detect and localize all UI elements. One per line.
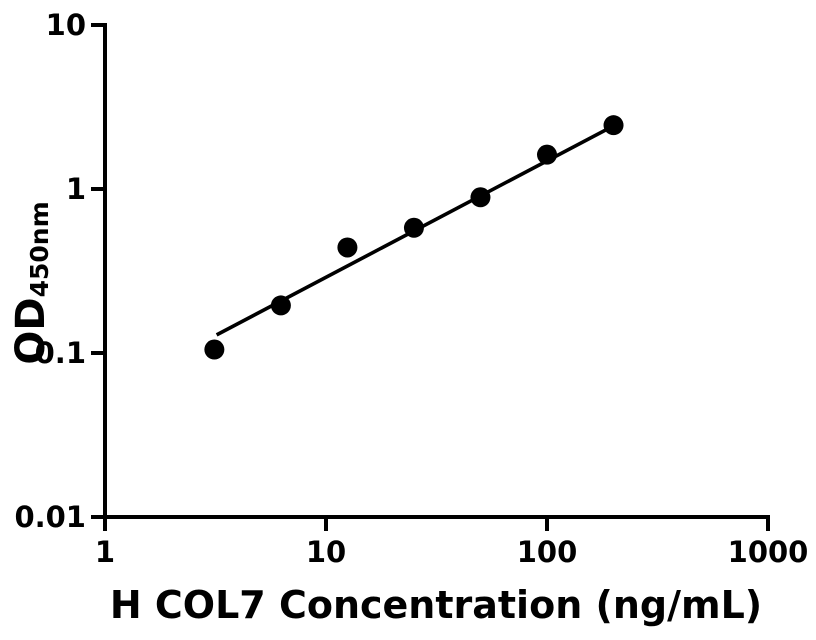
x-tick-label: 10	[306, 535, 346, 569]
y-tick-label: 0.01	[14, 500, 86, 534]
y-tick-label: 10	[46, 8, 86, 42]
data-point	[470, 187, 491, 208]
x-tick-label: 100	[517, 535, 578, 569]
x-tick-label: 1000	[728, 535, 809, 569]
axes	[91, 23, 770, 531]
y-tick-label: 0.1	[35, 336, 86, 370]
data-point	[603, 115, 624, 136]
tick-labels: 0.01 0.1 1 10 1 10 100 1000	[14, 8, 808, 569]
data-series	[204, 115, 624, 360]
data-point	[403, 217, 424, 238]
x-axis-title: H COL7 Concentration (ng/mL)	[110, 583, 762, 627]
data-point	[537, 144, 557, 165]
axis-titles: H COL7 Concentration (ng/mL) OD450nm	[8, 201, 762, 627]
data-point	[337, 237, 358, 258]
x-tick-label: 1	[95, 535, 115, 569]
y-axis-title: OD450nm	[8, 201, 54, 364]
data-point	[270, 295, 291, 316]
data-point	[204, 339, 225, 360]
y-tick-label: 1	[66, 172, 86, 206]
